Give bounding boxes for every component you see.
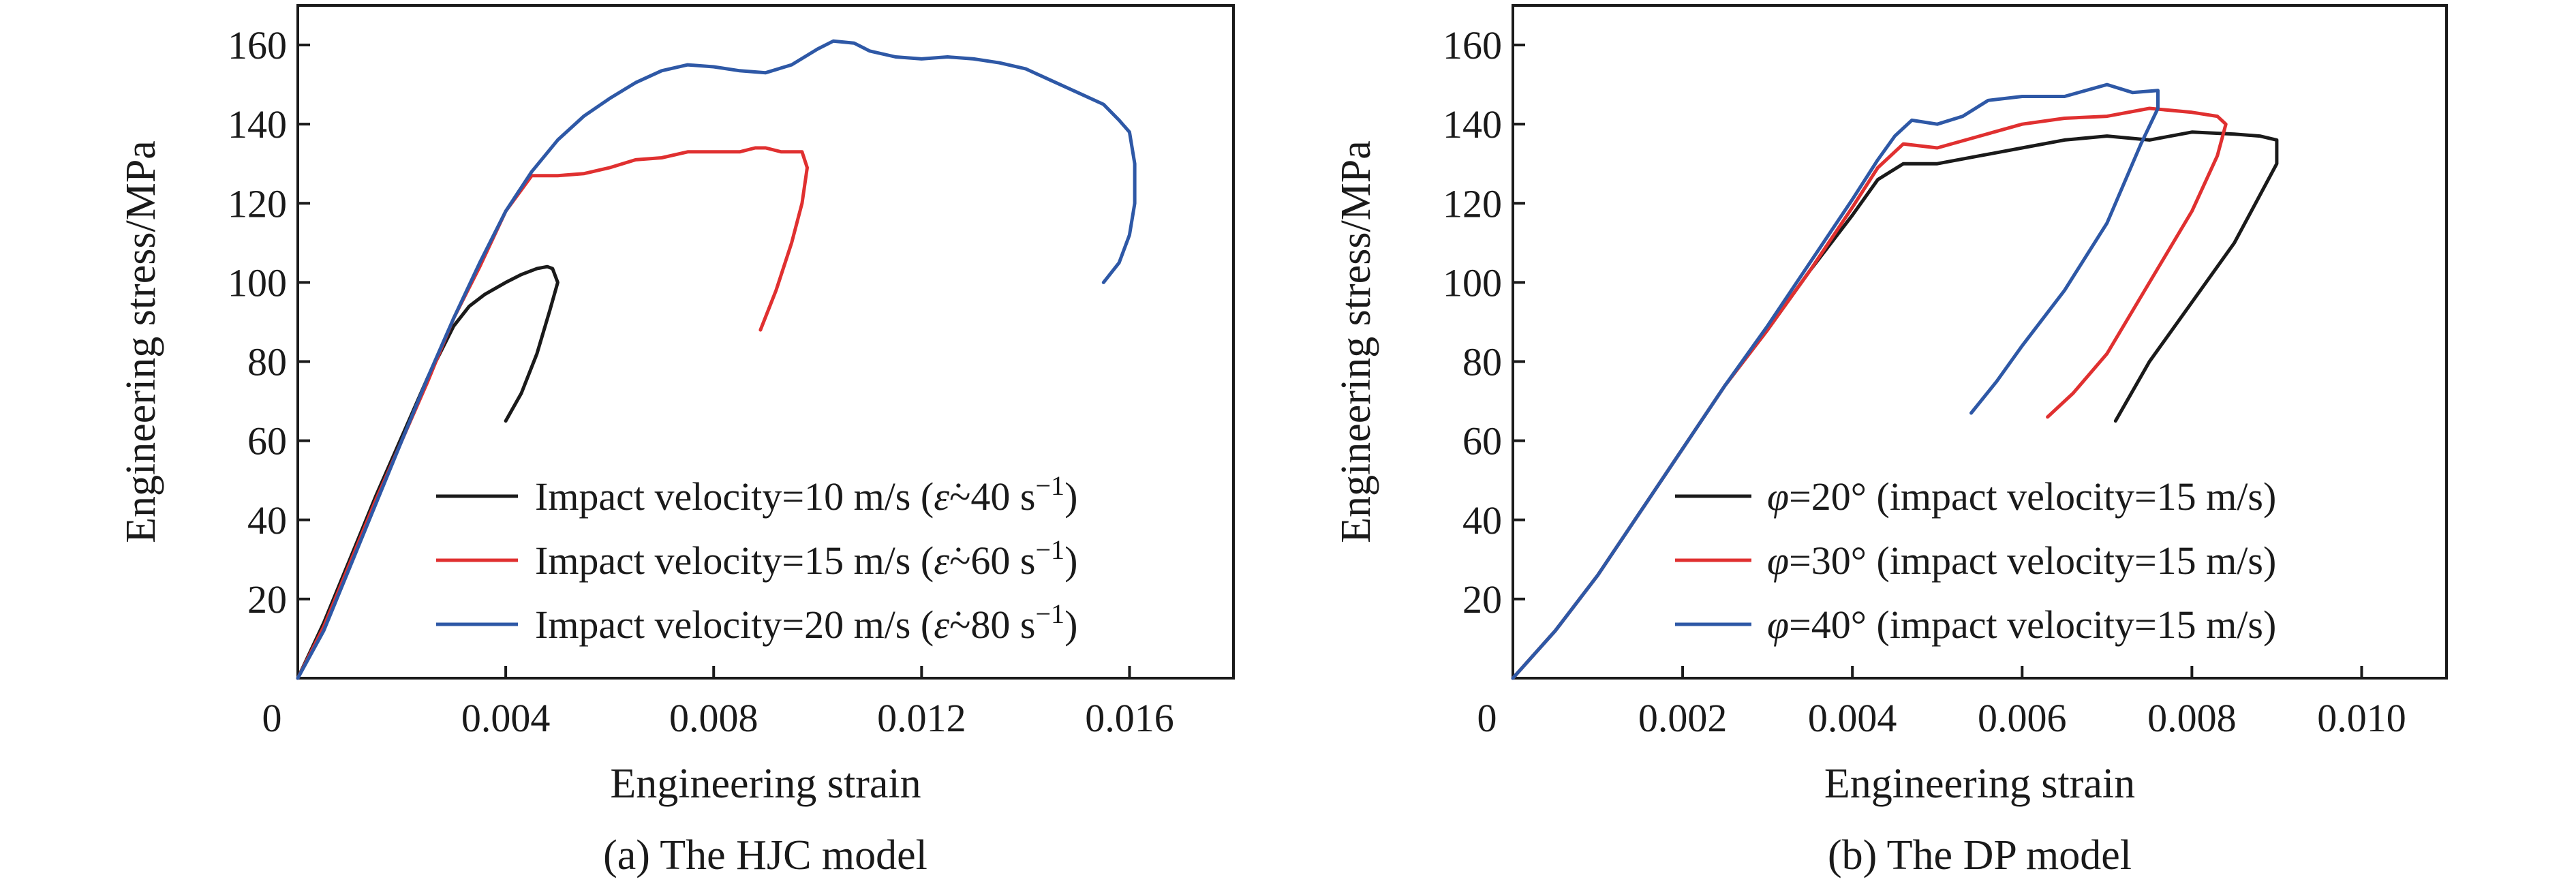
y-tick-label: 60 bbox=[1462, 419, 1502, 463]
legend-close: ) bbox=[1064, 603, 1077, 647]
legend-entry: φ=30° (impact velocity=15 m/s) bbox=[1767, 538, 2276, 583]
x-axis-title: Engineering strain bbox=[1824, 761, 2135, 807]
legend: φ=20° (impact velocity=15 m/s)φ=30° (imp… bbox=[1675, 474, 2276, 647]
legend-label: =40° (impact velocity=15 m/s) bbox=[1789, 603, 2276, 647]
legend-close: ) bbox=[1064, 538, 1077, 583]
legend: Impact velocity=10 m/s (ε̇~40 s−1)Impact… bbox=[436, 470, 1077, 647]
legend-rate: ~80 s bbox=[949, 603, 1035, 647]
x-tick-label: 0.006 bbox=[1978, 696, 2067, 740]
plot-frame bbox=[296, 4, 1235, 680]
y-tick-label: 20 bbox=[1462, 577, 1502, 622]
legend-entry: φ=20° (impact velocity=15 m/s) bbox=[1767, 474, 2276, 519]
y-tick-label: 160 bbox=[1443, 23, 1502, 67]
origin-label: 0 bbox=[1477, 696, 1497, 740]
x-axis-title: Engineering strain bbox=[610, 761, 921, 807]
series-line-1 bbox=[296, 264, 559, 680]
series-line-2 bbox=[296, 146, 809, 680]
phi-symbol: φ bbox=[1767, 474, 1789, 519]
legend-rate: ~60 s bbox=[949, 538, 1035, 583]
x-tick-label: 0.002 bbox=[1638, 696, 1728, 740]
y-tick-label: 120 bbox=[228, 181, 287, 226]
legend-label: Impact velocity=10 m/s ( bbox=[535, 474, 934, 519]
x-tick-label: 0.010 bbox=[2317, 696, 2406, 740]
legend-label: =30° (impact velocity=15 m/s) bbox=[1789, 538, 2276, 583]
y-axis-title: Engineering stress/MPa bbox=[1333, 140, 1379, 543]
chart-caption: (a) The HJC model bbox=[603, 832, 927, 879]
series-line-3 bbox=[296, 39, 1137, 680]
chart-caption: (b) The DP model bbox=[1828, 832, 2132, 879]
legend-superscript: −1 bbox=[1036, 534, 1065, 565]
chart-hjc: 20 40 60 80 100 120 140 160 0.004 0.008 0.012 0.016… bbox=[118, 4, 1235, 879]
x-tick-label: 0.004 bbox=[461, 696, 551, 740]
origin-label: 0 bbox=[262, 696, 282, 740]
y-tick-label: 60 bbox=[247, 419, 287, 463]
y-tick-label: 140 bbox=[1443, 102, 1502, 147]
y-tick-label: 40 bbox=[1462, 498, 1502, 543]
x-tick-label: 0.016 bbox=[1085, 696, 1174, 740]
series-line-3 bbox=[1511, 82, 2160, 680]
plot-frame bbox=[1512, 4, 2448, 680]
series-line-1 bbox=[1511, 130, 2279, 680]
y-tick-label: 100 bbox=[228, 260, 287, 305]
legend-entry: Impact velocity=10 m/s (ε̇~40 s−1) bbox=[535, 470, 1077, 519]
y-tick-label: 80 bbox=[247, 340, 287, 384]
chart-dp: 20 40 60 80 100 120 140 160 0.002 0.004 0.006 0.008… bbox=[1333, 4, 2448, 879]
phi-symbol: φ bbox=[1767, 603, 1789, 647]
legend-label: Impact velocity=15 m/s ( bbox=[535, 538, 934, 583]
phi-symbol: φ bbox=[1767, 538, 1789, 583]
legend-label: Impact velocity=20 m/s ( bbox=[535, 603, 934, 647]
x-tick-label: 0.008 bbox=[669, 696, 758, 740]
y-tick-label: 120 bbox=[1443, 181, 1502, 226]
legend-superscript: −1 bbox=[1036, 470, 1065, 501]
legend-superscript: −1 bbox=[1036, 598, 1065, 629]
y-tick-label: 140 bbox=[228, 102, 287, 147]
y-axis-title: Engineering stress/MPa bbox=[118, 140, 164, 543]
y-tick-label: 20 bbox=[247, 577, 287, 622]
legend-close: ) bbox=[1064, 474, 1077, 519]
y-tick-label: 80 bbox=[1462, 340, 1502, 384]
legend-rate: ~40 s bbox=[949, 474, 1035, 519]
legend-entry: Impact velocity=20 m/s (ε̇~80 s−1) bbox=[535, 598, 1077, 647]
x-tick-label: 0.004 bbox=[1808, 696, 1897, 740]
y-tick-label: 160 bbox=[228, 23, 287, 67]
legend-entry: Impact velocity=15 m/s (ε̇~60 s−1) bbox=[535, 534, 1077, 583]
legend-entry: φ=40° (impact velocity=15 m/s) bbox=[1767, 603, 2276, 647]
y-tick-label: 40 bbox=[247, 498, 287, 543]
x-tick-label: 0.008 bbox=[2147, 696, 2237, 740]
y-tick-label: 100 bbox=[1443, 260, 1502, 305]
x-tick-label: 0.012 bbox=[877, 696, 966, 740]
legend-label: =20° (impact velocity=15 m/s) bbox=[1789, 474, 2276, 519]
